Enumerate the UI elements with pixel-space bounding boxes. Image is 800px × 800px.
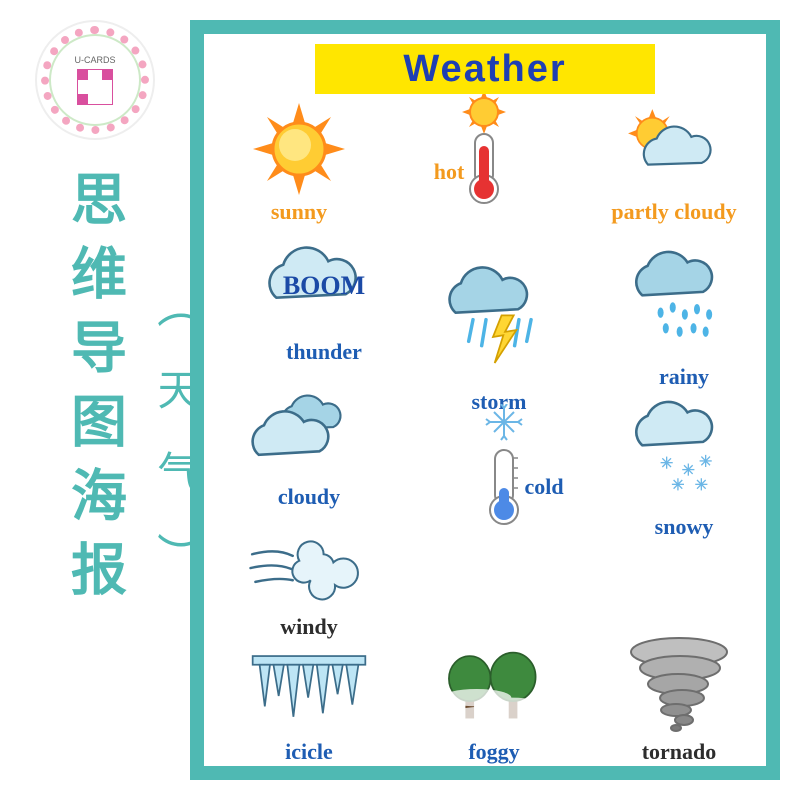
item-partly-cloudy: partly cloudy: [589, 99, 759, 225]
thunder-icon: BOOM: [259, 239, 389, 339]
partly-cloudy-icon: [609, 99, 739, 199]
label-snowy: snowy: [655, 514, 714, 540]
storm-icon: [434, 259, 564, 389]
label-foggy: foggy: [468, 739, 519, 765]
weather-grid: sunny: [204, 94, 766, 766]
weather-poster: Weather sunny: [190, 20, 780, 780]
item-storm: storm: [414, 259, 584, 415]
item-cold: cold: [419, 404, 589, 500]
label-windy: windy: [280, 614, 337, 640]
sidebar-title: 思维导图海报: [55, 170, 136, 614]
item-rainy: rainy: [599, 244, 769, 390]
label-rainy: rainy: [659, 364, 709, 390]
item-cloudy: cloudy: [224, 384, 394, 510]
sidebar: U-CARDS 思维导图海报 ︵天气︶: [20, 20, 170, 780]
label-icicle: icicle: [285, 739, 333, 765]
label-cold: cold: [524, 474, 563, 500]
item-hot: hot: [399, 99, 569, 185]
item-snowy: snowy: [599, 394, 769, 540]
item-sunny: sunny: [214, 99, 384, 225]
label-tornado: tornado: [642, 739, 717, 765]
item-windy: windy: [224, 514, 394, 640]
sun-icon: [234, 99, 364, 199]
svg-text:BOOM: BOOM: [283, 271, 365, 300]
label-cloudy: cloudy: [278, 484, 340, 510]
label-partly-cloudy: partly cloudy: [611, 199, 736, 225]
snowy-icon: [619, 394, 749, 514]
cloudy-icon: [244, 384, 374, 484]
rainy-icon: [619, 244, 749, 364]
icicle-icon: [244, 639, 374, 739]
item-foggy: foggy: [409, 639, 579, 765]
label-thunder: thunder: [286, 339, 362, 365]
item-tornado: tornado: [594, 639, 764, 765]
foggy-icon: [429, 639, 559, 739]
item-icicle: icicle: [224, 639, 394, 765]
logo-wreath: U-CARDS: [35, 20, 155, 140]
thermometer-cold-icon: [439, 404, 569, 534]
item-thunder: BOOM thunder: [239, 239, 409, 365]
label-hot: hot: [434, 159, 465, 185]
tornado-icon: [614, 639, 744, 739]
label-sunny: sunny: [271, 199, 327, 225]
poster-title: Weather: [315, 44, 655, 94]
windy-icon: [244, 514, 374, 614]
